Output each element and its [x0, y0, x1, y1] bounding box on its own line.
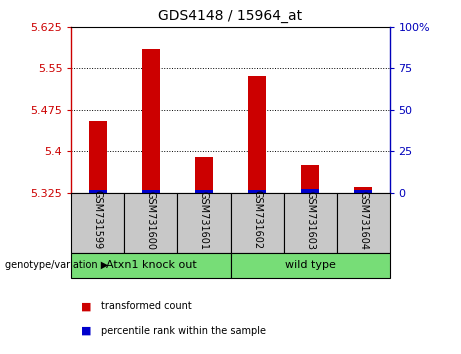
Bar [248, 190, 266, 193]
Bar [301, 189, 319, 193]
Bar [195, 190, 213, 193]
Bar [142, 190, 160, 193]
Bar [248, 76, 266, 193]
Text: GSM731602: GSM731602 [252, 190, 262, 250]
Bar [71, 193, 124, 253]
Bar [89, 190, 107, 193]
Bar [354, 190, 372, 193]
Bar [177, 193, 230, 253]
Text: GSM731601: GSM731601 [199, 190, 209, 250]
Bar [354, 187, 372, 193]
Text: GSM731603: GSM731603 [305, 190, 315, 250]
Bar [195, 157, 213, 193]
Text: transformed count: transformed count [101, 301, 192, 311]
Text: genotype/variation ▶: genotype/variation ▶ [5, 261, 108, 270]
Text: Atxn1 knock out: Atxn1 knock out [106, 261, 196, 270]
Bar [89, 121, 107, 193]
Bar [284, 193, 337, 253]
Title: GDS4148 / 15964_at: GDS4148 / 15964_at [159, 9, 302, 23]
Bar [142, 49, 160, 193]
Bar [124, 193, 177, 253]
Text: ■: ■ [81, 301, 91, 311]
Bar [230, 193, 284, 253]
Bar [71, 253, 230, 278]
Text: GSM731599: GSM731599 [93, 190, 103, 250]
Text: wild type: wild type [284, 261, 336, 270]
Text: GSM731600: GSM731600 [146, 190, 156, 250]
Bar [301, 165, 319, 193]
Text: ■: ■ [81, 326, 91, 336]
Bar [337, 193, 390, 253]
Bar [230, 253, 390, 278]
Text: GSM731604: GSM731604 [358, 190, 368, 250]
Text: percentile rank within the sample: percentile rank within the sample [101, 326, 266, 336]
